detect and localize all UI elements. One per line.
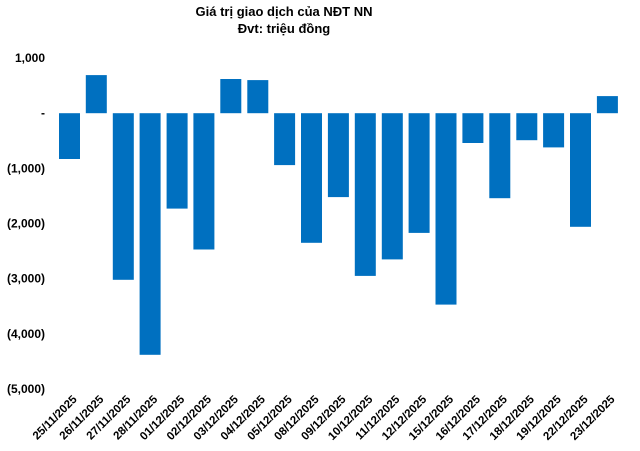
chart-subtitle: Đvt: triệu đồng <box>238 21 330 36</box>
y-tick-label: - <box>41 106 45 120</box>
bar <box>596 96 618 114</box>
bar <box>570 113 591 227</box>
y-tick-label: (2,000) <box>7 217 45 231</box>
y-tick-label: (5,000) <box>7 382 45 396</box>
bar <box>354 113 376 276</box>
bar <box>381 113 403 260</box>
bar <box>301 113 322 243</box>
bar <box>220 79 242 114</box>
y-tick-label: (1,000) <box>7 161 45 175</box>
chart-title: Giá trị giao dịch của NĐT NN <box>196 4 373 19</box>
bar <box>247 80 269 114</box>
bar <box>274 113 296 166</box>
bar <box>112 113 134 280</box>
bar <box>462 113 484 143</box>
bar <box>408 113 430 233</box>
y-axis: 1,000 - (1,000) (2,000) (3,000) (4,000) (5,000… <box>7 51 45 396</box>
bar <box>85 75 107 114</box>
bar <box>59 113 80 159</box>
bar <box>139 113 161 355</box>
bar <box>166 113 188 209</box>
y-tick-label: 1,000 <box>15 51 45 65</box>
y-tick-label: (3,000) <box>7 272 45 286</box>
y-tick-label: (4,000) <box>7 327 45 341</box>
bar <box>489 113 511 199</box>
bar <box>435 113 457 305</box>
bars <box>59 75 618 355</box>
bar <box>543 113 565 148</box>
bar <box>516 113 538 141</box>
bar <box>327 113 349 198</box>
bar <box>193 113 215 250</box>
x-axis: 25/11/202526/11/202527/11/202528/11/2025… <box>31 393 618 443</box>
